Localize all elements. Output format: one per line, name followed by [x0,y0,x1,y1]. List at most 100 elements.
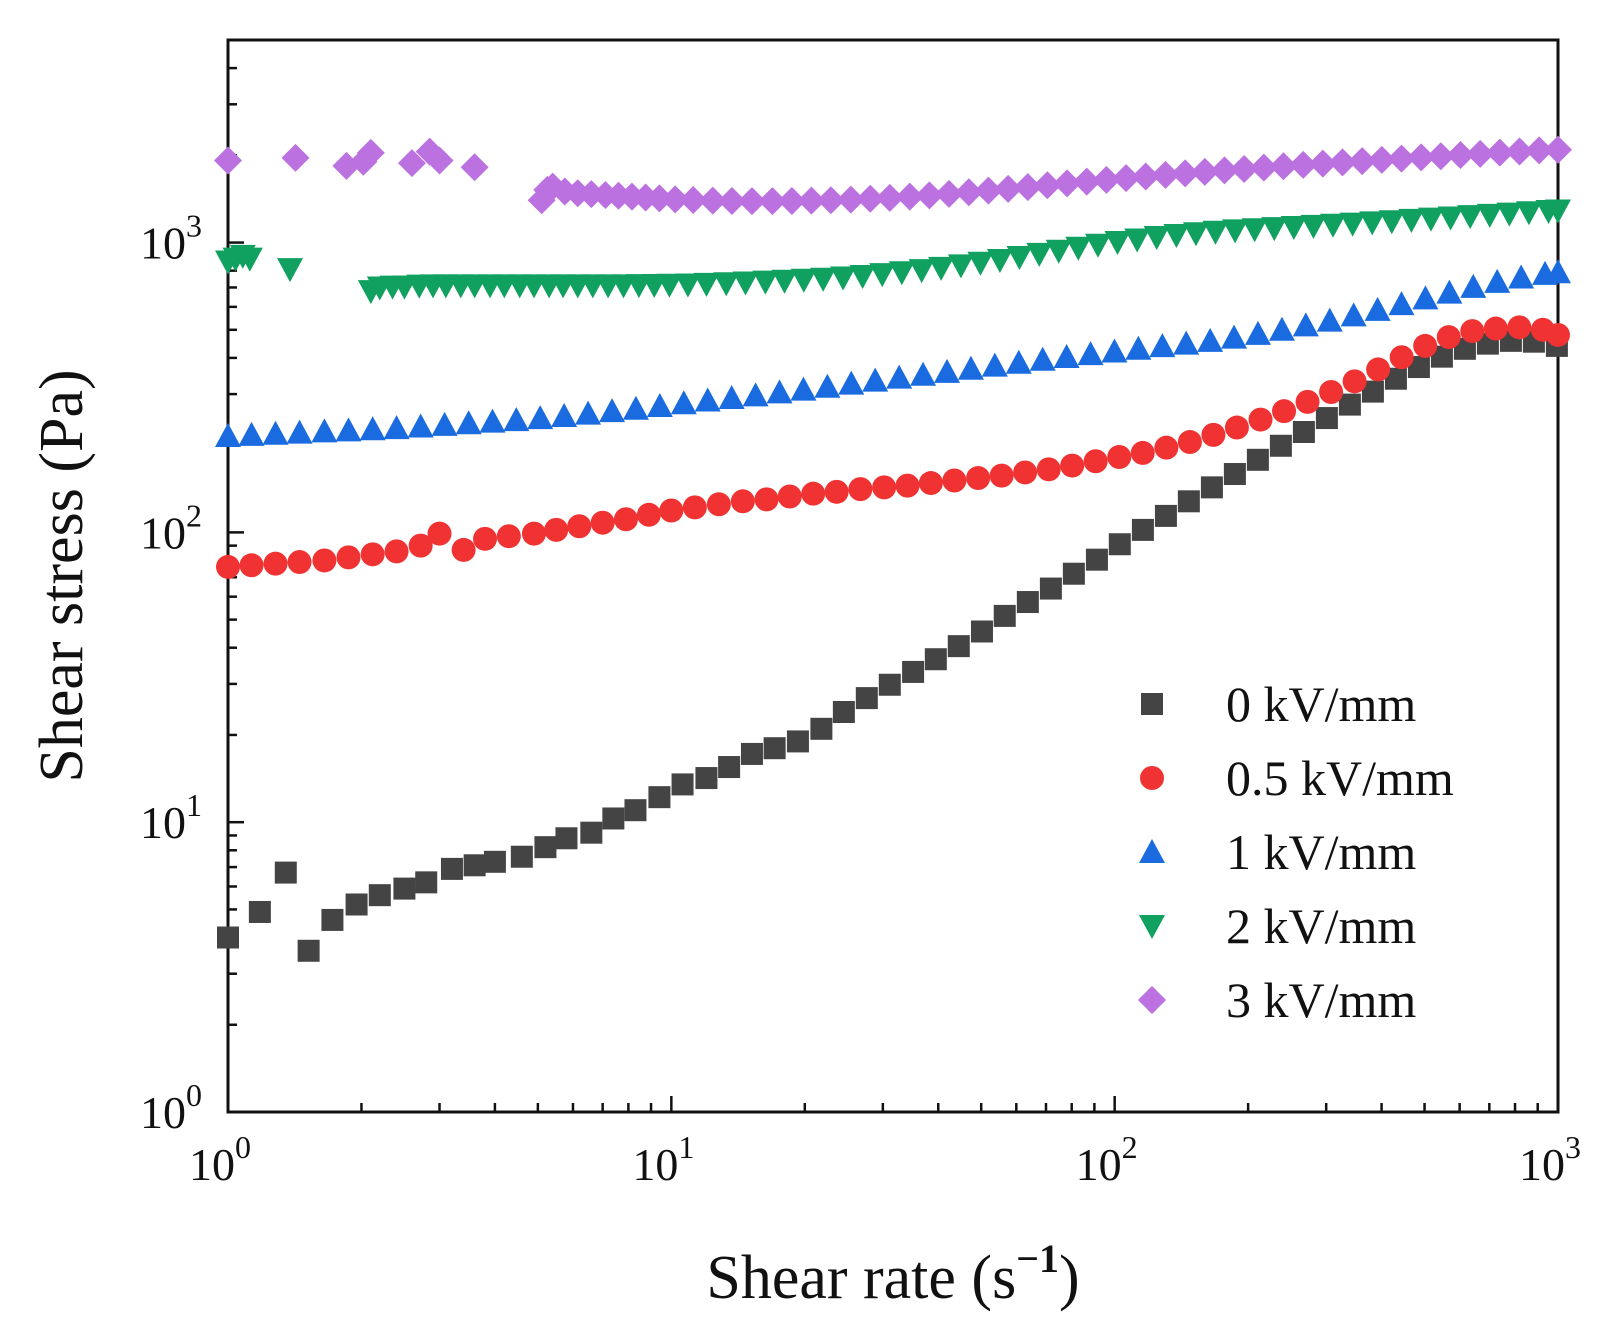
data-point [1125,335,1152,360]
y-tick-label: 101 [140,787,202,848]
legend-label: 0.5 kV/mm [1226,750,1454,806]
data-point [613,507,638,532]
data-point [801,481,826,506]
data-point [1507,315,1532,340]
data-point [935,179,964,208]
data-point [527,405,554,430]
data-point [1348,147,1377,176]
data-point [1261,217,1288,242]
data-point [636,502,661,527]
data-point [1039,577,1062,600]
data-point [431,411,458,436]
data-point [359,416,386,441]
data-point [1295,389,1320,414]
data-point [810,267,837,292]
data-point [622,395,649,420]
data-point [648,786,671,809]
data-point [848,477,873,502]
data-point [1268,316,1295,341]
data-point [717,186,746,215]
legend-label: 1 kV/mm [1226,824,1416,880]
data-point [1131,518,1154,541]
data-point [1319,380,1344,405]
legend-marker [1138,986,1166,1014]
data-point [1171,159,1200,188]
x-tick-label: 100 [189,1129,251,1190]
data-point [503,407,530,432]
data-point [1280,215,1307,240]
data-point [1036,457,1061,482]
data-point [1384,367,1407,390]
data-point [1466,139,1495,168]
data-point [1244,320,1271,345]
data-point [752,270,779,295]
x-tick-label: 103 [1519,1129,1581,1190]
data-point [1545,199,1571,224]
data-point [451,537,476,562]
data-point [1077,341,1104,366]
legend-label: 0 kV/mm [1226,676,1416,732]
legend-item: 0 kV/mm [1141,676,1416,732]
data-point [321,908,344,931]
data-point [1108,533,1131,556]
data-point [1177,430,1202,455]
data-point [425,146,454,175]
legend-item: 1 kV/mm [1139,824,1416,880]
data-point [869,263,896,288]
data-point [1149,333,1176,358]
data-point [345,893,368,916]
data-point [297,939,320,962]
data-point [790,268,817,293]
data-point [740,742,763,765]
data-point [1230,155,1259,184]
data-point [1413,333,1438,358]
data-point [1013,173,1042,202]
data-point [1202,220,1229,245]
data-point [786,730,809,753]
data-point [924,648,947,671]
data-point [1062,562,1085,585]
series-4 [214,135,1572,216]
data-point [217,926,239,949]
data-point [1222,219,1249,244]
data-point [1389,345,1414,370]
legend-label: 3 kV/mm [1226,972,1416,1028]
data-point [954,178,983,207]
data-point [567,514,592,539]
data-point [1292,421,1315,444]
data-point [1013,460,1038,485]
data-point [415,871,438,894]
data-point [816,186,845,215]
data-point [1065,236,1092,261]
data-point [957,355,984,380]
data-point [287,550,312,575]
data-point [1177,490,1200,513]
data-point [599,398,626,423]
data-point [356,138,385,167]
legend: 0 kV/mm 0.5 kV/mm 1 kV/mm 2 kV/mm 3 kV/mm [1138,676,1454,1028]
data-point [1457,205,1484,230]
data-point [947,254,974,279]
data-point [1366,357,1391,382]
legend-marker [1141,693,1163,715]
data-point [732,271,759,296]
data-point [933,358,960,383]
data-point [1269,152,1298,181]
data-point [1085,548,1108,571]
data-point [1190,157,1219,186]
data-point [862,367,889,392]
data-point [698,186,727,215]
data-point [1361,380,1384,403]
legend-marker [1139,839,1165,863]
data-point [1308,149,1337,178]
data-point [886,364,913,389]
data-point [1342,369,1367,394]
data-point [336,545,361,570]
data-point [590,510,615,535]
data-point [460,153,489,182]
data-point [1154,504,1177,527]
data-point [1173,330,1200,355]
data-point [1328,148,1357,177]
data-point [832,701,855,724]
data-point [742,382,769,407]
